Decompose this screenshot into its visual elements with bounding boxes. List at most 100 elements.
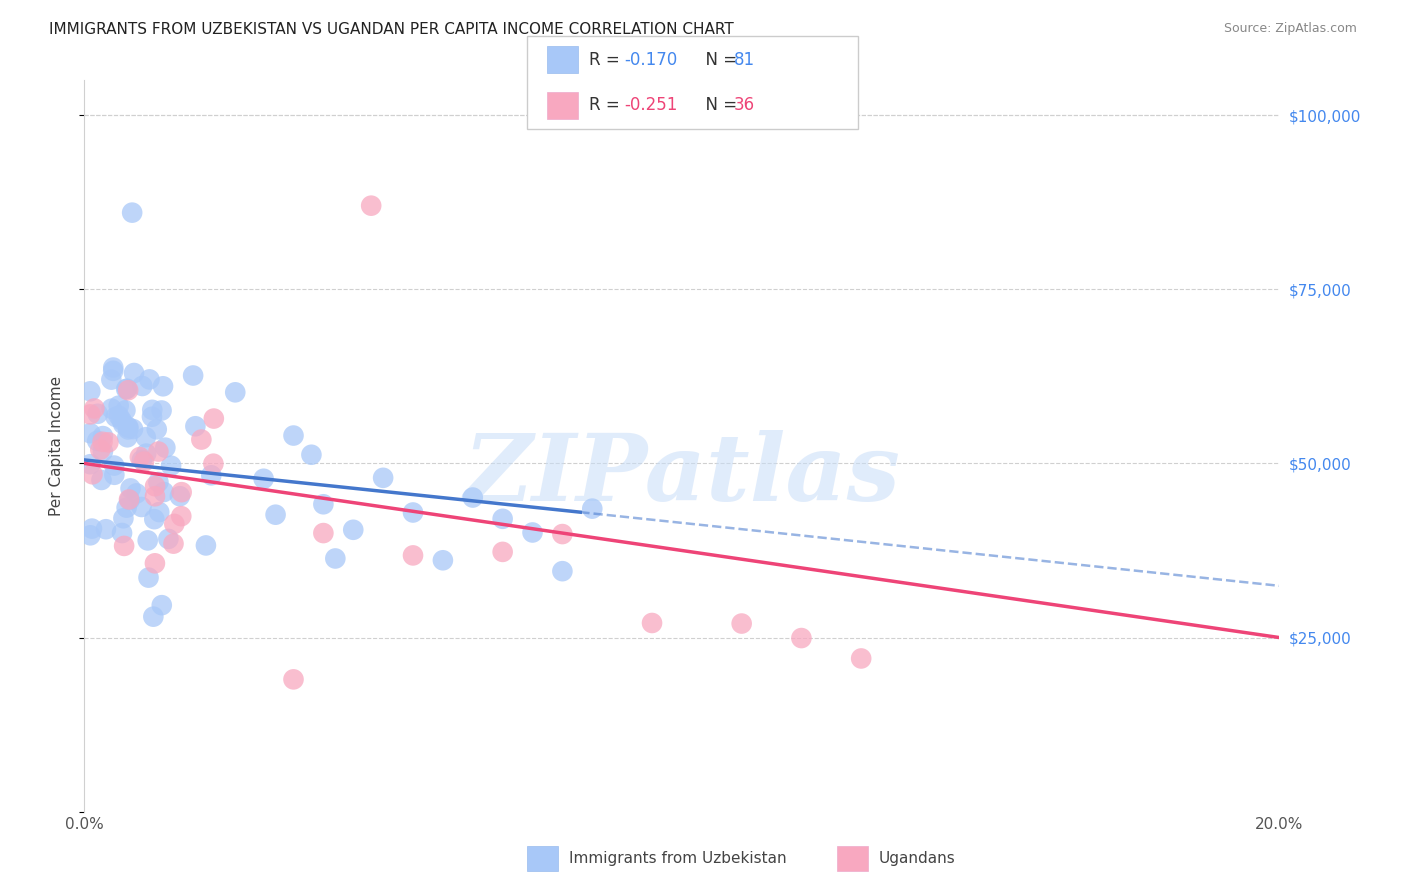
Point bbox=[283, 428, 305, 442]
Point bbox=[112, 511, 135, 525]
Point bbox=[128, 450, 150, 464]
Text: Ugandans: Ugandans bbox=[879, 851, 956, 865]
Point bbox=[312, 526, 335, 541]
Point bbox=[253, 472, 276, 486]
Point bbox=[103, 467, 125, 482]
Point bbox=[492, 545, 515, 559]
Point bbox=[94, 522, 117, 536]
Point bbox=[170, 509, 193, 524]
Point bbox=[79, 426, 101, 441]
Point bbox=[360, 199, 382, 213]
Point bbox=[103, 458, 125, 473]
Text: 81: 81 bbox=[734, 51, 755, 69]
Text: R =: R = bbox=[589, 51, 626, 69]
Point bbox=[190, 433, 212, 447]
Point bbox=[163, 516, 186, 531]
Point bbox=[80, 522, 103, 536]
Point bbox=[169, 489, 191, 503]
Point bbox=[150, 598, 173, 612]
Point bbox=[342, 523, 364, 537]
Point bbox=[143, 512, 166, 526]
Point bbox=[522, 525, 544, 540]
Point bbox=[115, 500, 138, 515]
Point bbox=[145, 422, 167, 436]
Point bbox=[157, 532, 180, 546]
Point bbox=[641, 615, 664, 630]
Point bbox=[117, 430, 139, 444]
Point bbox=[118, 492, 141, 507]
Point bbox=[153, 485, 176, 500]
Point bbox=[104, 409, 127, 424]
Point bbox=[100, 401, 122, 416]
Point bbox=[148, 505, 170, 519]
Y-axis label: Per Capita Income: Per Capita Income bbox=[49, 376, 63, 516]
Point bbox=[373, 471, 395, 485]
Point bbox=[143, 489, 166, 503]
Point bbox=[131, 379, 153, 393]
Point bbox=[148, 475, 170, 489]
Point bbox=[152, 379, 174, 393]
Point bbox=[117, 420, 139, 434]
Point bbox=[103, 364, 125, 378]
Point bbox=[79, 528, 101, 542]
Point bbox=[851, 651, 873, 665]
Point bbox=[125, 486, 148, 500]
Point bbox=[111, 526, 134, 541]
Point bbox=[181, 368, 204, 383]
Point bbox=[138, 571, 160, 585]
Point bbox=[117, 420, 139, 434]
Point bbox=[184, 419, 207, 434]
Point bbox=[131, 453, 153, 467]
Point bbox=[103, 360, 125, 375]
Point bbox=[150, 403, 173, 417]
Point bbox=[89, 442, 111, 457]
Point bbox=[492, 512, 515, 526]
Point bbox=[135, 430, 157, 444]
Point bbox=[141, 402, 163, 417]
Point bbox=[115, 382, 138, 396]
Point bbox=[138, 372, 160, 386]
Point bbox=[551, 564, 574, 578]
Point bbox=[202, 457, 225, 471]
Point bbox=[155, 441, 177, 455]
Point bbox=[115, 382, 138, 396]
Point bbox=[581, 501, 603, 516]
Text: Immigrants from Uzbekistan: Immigrants from Uzbekistan bbox=[569, 851, 787, 865]
Text: N =: N = bbox=[695, 96, 742, 114]
Text: IMMIGRANTS FROM UZBEKISTAN VS UGANDAN PER CAPITA INCOME CORRELATION CHART: IMMIGRANTS FROM UZBEKISTAN VS UGANDAN PE… bbox=[49, 22, 734, 37]
Point bbox=[86, 434, 108, 448]
Point bbox=[131, 500, 153, 514]
Text: ZIPatlas: ZIPatlas bbox=[464, 430, 900, 520]
Point bbox=[148, 444, 170, 458]
Text: 36: 36 bbox=[734, 96, 755, 114]
Point bbox=[100, 373, 122, 387]
Point bbox=[121, 205, 143, 219]
Point bbox=[264, 508, 287, 522]
Point bbox=[160, 458, 183, 473]
Point bbox=[122, 366, 145, 380]
Point bbox=[112, 539, 135, 553]
Text: R =: R = bbox=[589, 96, 626, 114]
Point bbox=[122, 422, 145, 436]
Point bbox=[97, 435, 120, 450]
Point bbox=[107, 409, 129, 423]
Point bbox=[91, 444, 114, 458]
Point bbox=[135, 447, 157, 461]
Point bbox=[200, 468, 222, 483]
Point bbox=[107, 399, 129, 413]
Point bbox=[325, 551, 347, 566]
Point bbox=[402, 549, 425, 563]
Point bbox=[132, 455, 155, 469]
Point bbox=[136, 533, 159, 548]
Point bbox=[301, 448, 323, 462]
Text: -0.251: -0.251 bbox=[624, 96, 678, 114]
Point bbox=[82, 467, 104, 482]
Point bbox=[79, 408, 101, 422]
Point bbox=[141, 409, 163, 424]
Point bbox=[194, 538, 217, 552]
Point bbox=[117, 383, 139, 397]
Point bbox=[170, 485, 193, 500]
Text: Source: ZipAtlas.com: Source: ZipAtlas.com bbox=[1223, 22, 1357, 36]
Point bbox=[114, 403, 136, 417]
Point bbox=[142, 609, 165, 624]
